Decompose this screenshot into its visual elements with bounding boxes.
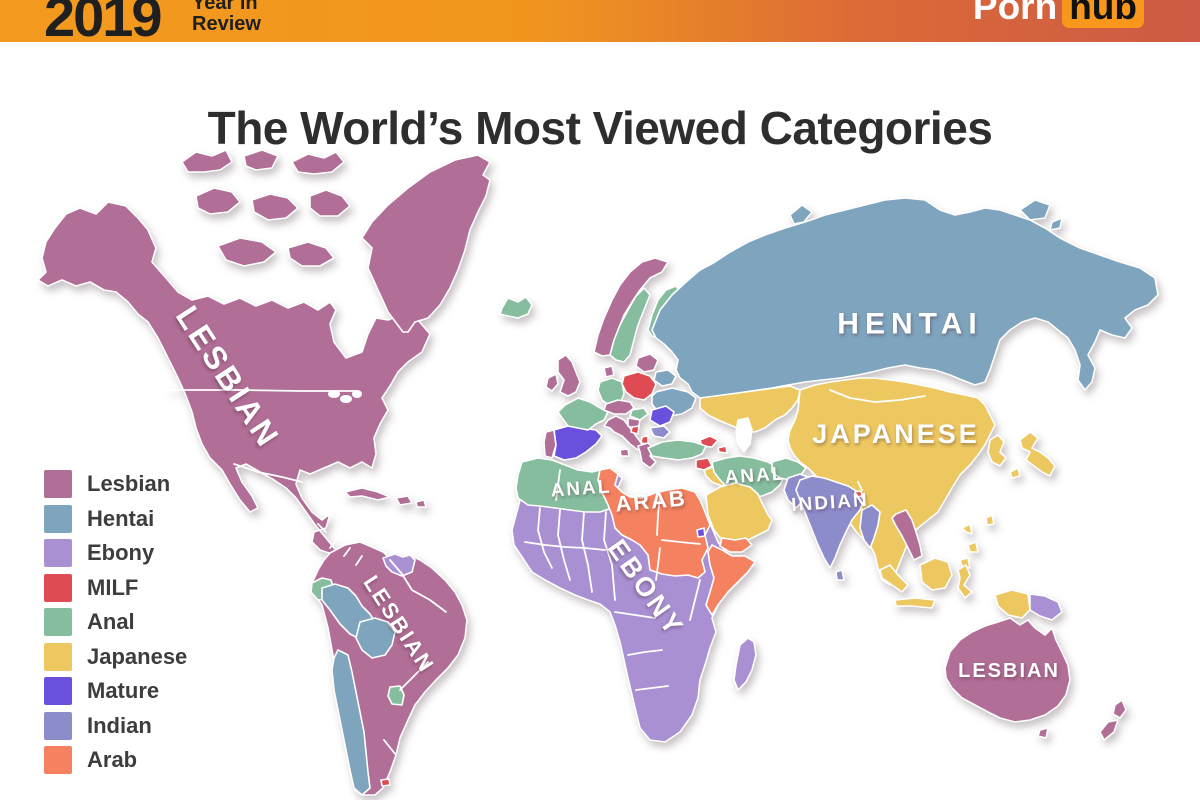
region-sri-lanka <box>835 569 845 581</box>
country-borders <box>167 389 926 756</box>
region-australia <box>944 617 1071 723</box>
region-ireland <box>545 373 559 392</box>
region-eritrea-dot <box>696 527 706 538</box>
legend-label: Japanese <box>87 643 188 669</box>
region-kazakhstan-central-asia <box>699 385 801 433</box>
label-australia: LESBIAN <box>958 660 1060 682</box>
region-central-europe <box>603 399 635 415</box>
region-bosnia <box>630 425 640 435</box>
region-turkey <box>647 439 707 461</box>
legend-item-milf: MILF <box>44 573 187 602</box>
header-banner: 2019 Year in Review Porn hub <box>0 0 1200 42</box>
label-north-africa: ARAB <box>614 485 687 516</box>
label-east-asia: JAPANESE <box>812 419 980 449</box>
legend-swatch-mature <box>44 677 72 705</box>
region-north-america-mainland <box>37 201 431 577</box>
region-falklands <box>380 778 391 787</box>
region-myanmar <box>859 504 881 549</box>
legend-item-mature: Mature <box>44 677 187 705</box>
region-siberian-islands <box>789 199 1063 231</box>
region-hungary <box>629 407 649 421</box>
legend-swatch-arab <box>44 746 72 774</box>
brand-logo-hub: hub <box>1062 0 1144 28</box>
region-sweden <box>609 287 651 363</box>
legend-item-anal: Anal <box>44 608 187 636</box>
label-middle-east: ANAL <box>724 463 786 488</box>
region-bhutan-dot <box>854 490 863 498</box>
region-laos-vietnam <box>891 509 923 561</box>
region-uk <box>557 354 581 397</box>
year-in-review-text: Year in Review <box>192 0 261 35</box>
year-text: 2019 <box>44 0 163 42</box>
legend-label: Mature <box>87 678 160 703</box>
legend-label: Anal <box>87 609 135 634</box>
map-regions <box>37 149 1159 796</box>
region-indonesia <box>879 557 973 609</box>
subtitle-line2: Review <box>192 13 261 35</box>
region-bulgaria <box>649 425 671 439</box>
caspian-sea <box>735 417 753 453</box>
legend-label: Indian <box>87 712 152 738</box>
legend-item-japanese: Japanese <box>44 642 188 671</box>
legend-swatch-lesbian <box>44 470 72 498</box>
region-japan <box>1009 431 1056 479</box>
region-belarus <box>653 369 677 387</box>
region-greenland <box>361 154 491 333</box>
region-new-zealand <box>1099 699 1127 741</box>
legend-swatch-ebony <box>44 539 72 567</box>
label-northwest-africa: ANAL <box>550 476 612 501</box>
region-somalia-horn <box>705 544 756 616</box>
subtitle-line1: Year in <box>192 0 258 14</box>
legend-label: Hentai <box>87 505 155 531</box>
legend-item-ebony: Ebony <box>44 539 187 567</box>
region-poland <box>621 371 657 401</box>
region-yemen <box>719 537 753 553</box>
page-title: The World’s Most Viewed Categories <box>207 101 993 154</box>
legend-label: Ebony <box>87 540 155 565</box>
region-spain <box>553 425 603 461</box>
region-iceland <box>499 296 533 319</box>
legend-swatch-japanese <box>44 642 72 671</box>
region-korea <box>987 434 1007 467</box>
legend-item-arab: Arab <box>44 746 187 774</box>
region-guyanas <box>382 553 416 577</box>
great-lakes <box>328 390 362 403</box>
brand-logo-porn: Porn <box>972 0 1058 27</box>
region-west-new-guinea <box>994 589 1031 619</box>
region-saudi-arabia <box>705 482 773 546</box>
legend-item-hentai: Hentai <box>44 504 187 533</box>
legend-label: Lesbian <box>87 471 171 496</box>
legend-swatch-indian <box>44 711 72 740</box>
legend-swatch-milf <box>44 573 72 602</box>
label-russia: HENTAI <box>837 308 982 341</box>
brand-logo: Porn hub <box>973 0 1144 28</box>
legend-label: MILF <box>87 574 139 600</box>
legend-label: Arab <box>87 747 138 772</box>
region-india <box>795 475 865 569</box>
region-chile <box>331 649 371 796</box>
legend: Lesbian Hentai Ebony MILF Anal Japanese … <box>44 470 187 781</box>
region-bolivia <box>355 617 396 659</box>
region-baltics <box>635 353 659 373</box>
region-denmark <box>603 365 615 378</box>
legend-swatch-hentai <box>44 504 72 533</box>
region-russia <box>651 197 1159 399</box>
region-italy <box>603 415 643 457</box>
region-philippines <box>959 523 979 569</box>
region-libya-egypt-sudan <box>597 467 711 579</box>
region-tasmania <box>1037 727 1049 739</box>
region-romania <box>649 405 675 427</box>
legend-item-lesbian: Lesbian <box>44 470 187 498</box>
region-caribbean <box>344 487 427 508</box>
region-france <box>557 397 609 431</box>
region-madagascar <box>733 637 757 691</box>
region-papua-new-guinea <box>1029 593 1063 621</box>
region-taiwan <box>985 514 995 526</box>
legend-item-indian: Indian <box>44 711 187 740</box>
region-arctic-islands <box>181 149 351 267</box>
legend-swatch-anal <box>44 608 72 636</box>
